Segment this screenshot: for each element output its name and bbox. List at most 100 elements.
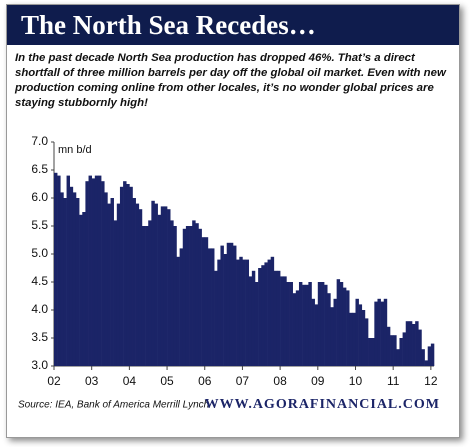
bar <box>383 298 388 366</box>
bar <box>88 175 92 366</box>
x-tick-label: 10 <box>349 374 363 388</box>
bar <box>132 198 136 366</box>
y-tick-label: 3.0 <box>31 358 48 372</box>
bar <box>352 312 356 366</box>
bar <box>289 282 293 366</box>
y-tick-label: 6.5 <box>31 162 48 176</box>
bar <box>245 259 250 366</box>
bar <box>368 338 372 366</box>
bar <box>167 209 171 366</box>
bar <box>66 175 71 366</box>
bar <box>160 206 165 366</box>
x-tick-label: 09 <box>311 374 325 388</box>
bar <box>339 282 344 366</box>
bar <box>129 186 133 366</box>
bar <box>107 203 111 366</box>
x-tick-label: 08 <box>273 374 287 388</box>
bar <box>330 307 334 366</box>
source: Source: IEA, Bank of America Merrill Lyn… <box>18 400 210 411</box>
subtitle: In the past decade North Sea production … <box>15 52 446 109</box>
bar <box>141 226 146 366</box>
bar <box>261 265 265 366</box>
bar <box>264 262 268 366</box>
bar <box>75 198 80 366</box>
bar <box>198 228 202 366</box>
bar <box>104 192 108 366</box>
bar <box>207 248 212 366</box>
bar <box>333 298 337 366</box>
bar <box>302 284 306 366</box>
bar <box>408 321 413 366</box>
bar <box>286 282 290 366</box>
bar <box>292 293 297 366</box>
bar <box>380 301 385 366</box>
bar <box>195 223 199 366</box>
bar <box>91 178 96 366</box>
bar <box>396 349 400 366</box>
bar <box>176 256 180 366</box>
bar <box>371 338 375 366</box>
y-tick-label: 6.0 <box>31 190 48 204</box>
bar <box>239 256 243 366</box>
y-tick-label: 4.0 <box>31 302 48 316</box>
bar <box>374 301 378 366</box>
bar <box>254 282 259 366</box>
bar <box>355 298 359 366</box>
bar <box>405 321 410 366</box>
bar <box>421 349 425 366</box>
bar <box>327 293 331 366</box>
x-tick-label: 06 <box>198 374 212 388</box>
bar <box>135 203 140 366</box>
bar <box>320 282 325 366</box>
x-tick-label: 07 <box>236 374 250 388</box>
bar <box>424 360 429 366</box>
bar <box>113 220 118 366</box>
bar <box>270 256 275 366</box>
bar <box>386 326 391 366</box>
y-tick-label: 3.5 <box>31 330 48 344</box>
bar <box>217 259 221 366</box>
bar <box>54 172 58 366</box>
bar <box>201 237 206 366</box>
bar <box>412 324 416 366</box>
bar <box>211 248 215 366</box>
bar <box>295 290 300 366</box>
y-tick-label: 5.5 <box>31 218 48 232</box>
x-tick-label: 05 <box>160 374 174 388</box>
bar <box>311 298 315 366</box>
bar <box>324 284 328 366</box>
bar <box>214 270 218 366</box>
bar <box>60 192 64 366</box>
bar <box>346 290 350 366</box>
bar <box>308 282 312 366</box>
bar <box>399 338 403 366</box>
bar <box>148 220 152 366</box>
bar <box>298 282 303 366</box>
bar <box>116 203 121 366</box>
bar <box>72 192 77 366</box>
bar <box>248 276 253 366</box>
bar <box>314 304 319 366</box>
x-tick-label: 02 <box>47 374 61 388</box>
bar <box>305 284 309 366</box>
bar <box>170 220 174 366</box>
bar <box>123 181 127 366</box>
bar <box>79 214 83 366</box>
y-tick-label: 4.5 <box>31 274 48 288</box>
bar <box>233 245 237 366</box>
bar <box>97 175 102 366</box>
bar <box>173 226 177 366</box>
y-tick-label: 7.0 <box>31 134 48 148</box>
bar <box>204 237 209 366</box>
bar <box>163 206 168 366</box>
bar <box>402 332 407 366</box>
bar <box>154 203 158 366</box>
x-tick-label: 12 <box>424 374 438 388</box>
bar <box>430 343 435 366</box>
bar <box>110 198 114 366</box>
bar <box>126 184 130 366</box>
bar <box>157 214 162 366</box>
bar <box>63 198 67 366</box>
bar <box>415 321 419 366</box>
